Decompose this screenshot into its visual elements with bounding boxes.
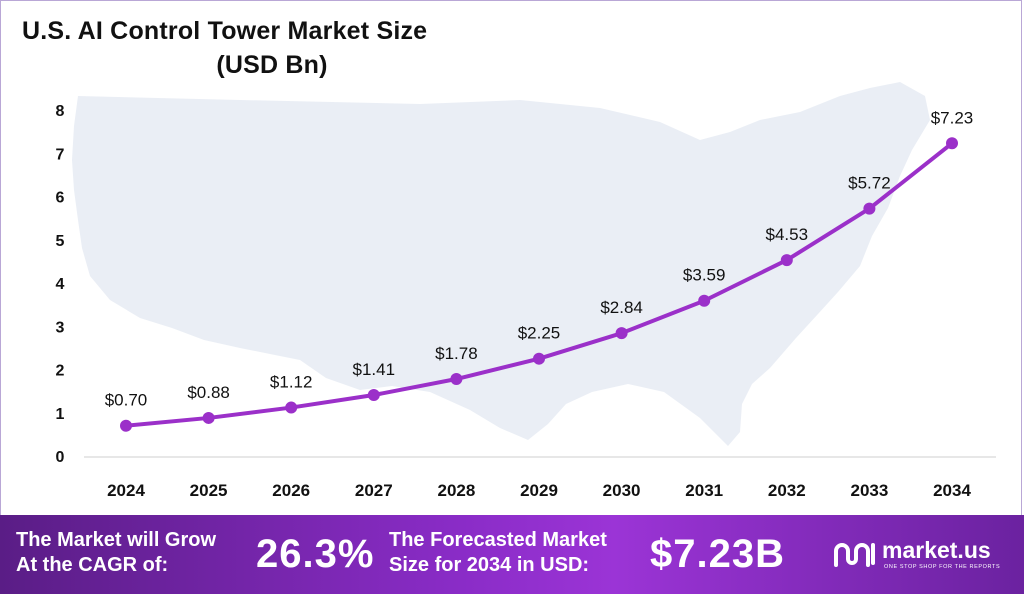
logo-name: market.us	[882, 537, 991, 563]
y-tick-label: 0	[56, 449, 65, 466]
x-tick-label: 2031	[685, 481, 723, 500]
forecast-label: The Forecasted Market Size for 2034 in U…	[389, 528, 607, 578]
data-point	[780, 254, 793, 267]
data-label: $1.41	[353, 360, 396, 379]
chart-title-block: U.S. AI Control Tower Market Size (USD B…	[22, 14, 492, 82]
x-axis: 2024 2025 2026 2027 2028 2029 2030 2031 2032 2033…	[107, 481, 971, 500]
chart-title: U.S. AI Control Tower Market Size	[22, 17, 428, 45]
y-tick-label: 2	[56, 363, 65, 380]
data-point	[946, 137, 958, 150]
data-label: $0.88	[187, 383, 230, 402]
y-tick-label: 3	[56, 319, 65, 336]
x-tick-label: 2032	[768, 481, 806, 500]
data-label: $5.72	[848, 174, 891, 193]
summary-banner: The Market will Grow At the CAGR of: 26.…	[0, 515, 1024, 594]
y-tick-label: 6	[56, 190, 65, 207]
data-point	[450, 373, 463, 386]
y-tick-label: 7	[56, 146, 65, 163]
y-axis: 0 1 2 3 4 5 6 7 8	[56, 103, 65, 466]
data-point	[285, 401, 298, 414]
data-label: $4.53	[766, 225, 809, 244]
x-tick-label: 2033	[850, 481, 888, 500]
data-label: $3.59	[683, 266, 726, 285]
data-point	[367, 389, 380, 402]
data-labels: $0.70 $0.88 $1.12 $1.41 $1.78 $2.25 $2.84 $3.59…	[105, 108, 974, 409]
market-us-logo-icon	[834, 543, 875, 567]
data-points	[120, 137, 958, 432]
y-tick-label: 4	[56, 276, 65, 293]
cagr-label-line2: At the CAGR of:	[16, 554, 169, 576]
forecast-value: $7.23B	[650, 532, 785, 576]
data-point	[120, 419, 132, 432]
data-point	[615, 327, 628, 340]
x-tick-label: 2029	[520, 481, 558, 500]
x-tick-label: 2028	[437, 481, 475, 500]
x-tick-label: 2027	[355, 481, 393, 500]
data-point	[202, 411, 215, 424]
cagr-label: The Market will Grow At the CAGR of:	[16, 528, 216, 578]
forecast-label-line2: Size for 2034 in USD:	[389, 554, 590, 576]
cagr-value: 26.3%	[256, 532, 375, 576]
x-tick-label: 2026	[272, 481, 310, 500]
market-us-logo: market.us ONE STOP SHOP FOR THE REPORTS	[832, 535, 1017, 575]
data-label: $1.78	[435, 344, 478, 363]
data-point	[863, 202, 876, 215]
y-tick-label: 8	[56, 103, 65, 120]
chart-subtitle: (USD Bn)	[216, 51, 328, 79]
data-point	[533, 352, 545, 365]
x-tick-label: 2025	[190, 481, 228, 500]
data-label: $7.23	[931, 108, 974, 127]
x-tick-label: 2030	[603, 481, 641, 500]
x-tick-label: 2024	[107, 481, 145, 500]
data-label: $1.12	[270, 373, 313, 392]
data-label: $2.84	[600, 298, 643, 317]
us-map-silhouette	[72, 82, 930, 446]
forecast-label-line1: The Forecasted Market	[389, 529, 607, 551]
data-label: $0.70	[105, 391, 148, 410]
y-tick-label: 1	[56, 406, 65, 423]
x-tick-label: 2034	[933, 481, 971, 500]
logo-tagline: ONE STOP SHOP FOR THE REPORTS	[884, 564, 1001, 570]
cagr-label-line1: The Market will Grow	[16, 529, 217, 551]
data-point	[698, 294, 711, 307]
y-tick-label: 5	[56, 233, 65, 250]
data-label: $2.25	[518, 324, 561, 343]
